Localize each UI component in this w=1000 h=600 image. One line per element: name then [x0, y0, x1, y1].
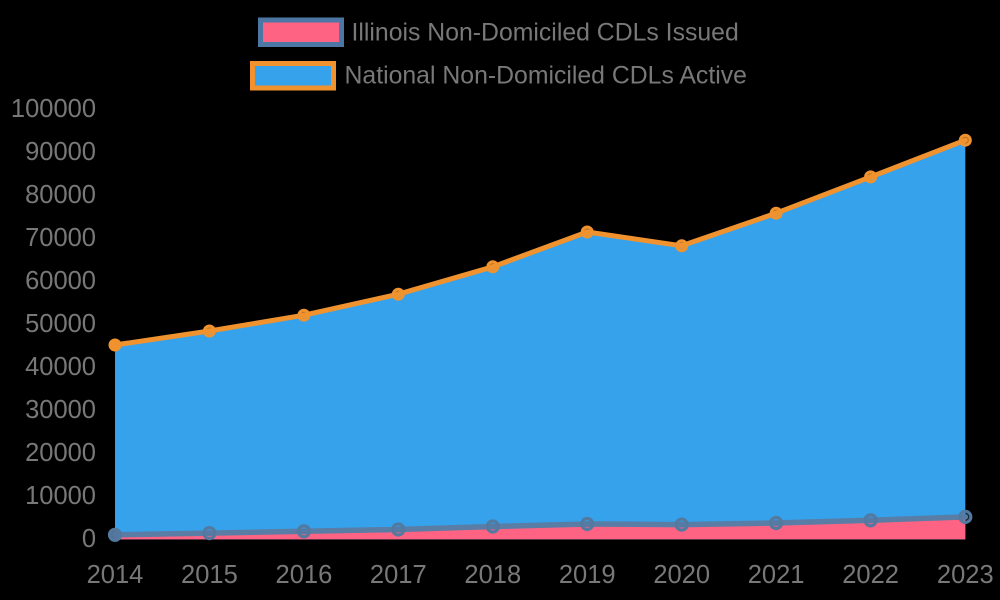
svg-text:70000: 70000 [25, 224, 96, 252]
svg-text:2023: 2023 [937, 561, 994, 589]
svg-text:80000: 80000 [25, 181, 96, 209]
svg-text:2017: 2017 [370, 561, 427, 589]
svg-text:0: 0 [82, 525, 96, 553]
svg-text:30000: 30000 [25, 396, 96, 424]
svg-text:10000: 10000 [25, 482, 96, 510]
svg-text:2021: 2021 [748, 561, 805, 589]
svg-text:2018: 2018 [464, 561, 521, 589]
svg-text:2016: 2016 [276, 561, 333, 589]
svg-text:2020: 2020 [653, 561, 710, 589]
svg-text:National Non-Domiciled CDLs Ac: National Non-Domiciled CDLs Active [345, 63, 747, 90]
svg-text:2019: 2019 [559, 561, 616, 589]
svg-text:90000: 90000 [25, 138, 96, 166]
svg-text:2014: 2014 [87, 561, 144, 589]
svg-text:2015: 2015 [181, 561, 238, 589]
svg-text:Illinois Non-Domiciled CDLs Is: Illinois Non-Domiciled CDLs Issued [352, 19, 739, 46]
svg-text:2022: 2022 [842, 561, 899, 589]
svg-text:50000: 50000 [25, 310, 96, 338]
svg-text:60000: 60000 [25, 267, 96, 295]
svg-text:40000: 40000 [25, 353, 96, 381]
svg-text:20000: 20000 [25, 439, 96, 467]
svg-text:100000: 100000 [11, 95, 96, 123]
